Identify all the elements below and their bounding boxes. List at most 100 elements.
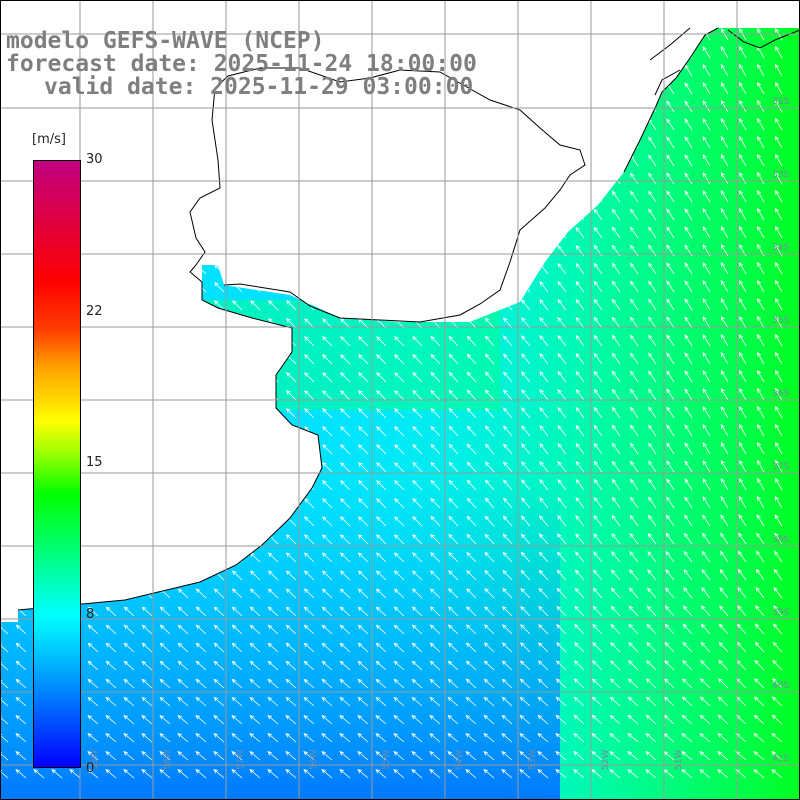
wind-arrow xyxy=(609,733,621,743)
wind-arrow xyxy=(484,353,495,365)
wind-arrow xyxy=(720,226,729,239)
wind-arrow xyxy=(630,334,639,347)
wind-arrow xyxy=(15,769,27,779)
wind-arrow xyxy=(340,534,351,545)
wind-arrow xyxy=(16,426,27,437)
wind-arrow xyxy=(646,605,657,617)
wind-arrow xyxy=(646,623,657,635)
wind-arrow xyxy=(557,82,567,95)
wind-arrow xyxy=(539,389,549,401)
wind-arrow xyxy=(87,751,99,761)
wind-arrow xyxy=(195,678,207,689)
wind-arrow xyxy=(286,480,297,491)
wind-arrow xyxy=(142,462,153,473)
wind-arrow xyxy=(0,372,9,383)
wind-arrow xyxy=(648,424,657,437)
wind-arrow xyxy=(231,678,243,689)
wind-arrow xyxy=(196,228,207,239)
wind-arrow xyxy=(375,769,387,779)
wind-arrow xyxy=(160,390,171,401)
wind-arrow xyxy=(775,261,783,275)
wind-arrow xyxy=(232,354,243,365)
wind-arrow xyxy=(521,191,531,203)
wind-arrow xyxy=(177,769,189,779)
wind-arrow xyxy=(304,210,315,221)
wind-arrow xyxy=(142,246,153,257)
wind-arrow xyxy=(484,497,495,509)
wind-arrow xyxy=(213,642,225,653)
wind-arrow xyxy=(720,64,729,77)
wind-arrow xyxy=(285,733,297,743)
wind-arrow xyxy=(503,29,513,41)
wind-arrow xyxy=(196,390,207,401)
wind-arrow xyxy=(0,498,9,509)
wind-arrow xyxy=(739,190,747,203)
wind-arrow xyxy=(557,190,567,203)
wind-arrow xyxy=(250,210,261,221)
wind-arrow xyxy=(521,461,531,473)
wind-arrow xyxy=(393,715,405,725)
wind-arrow xyxy=(593,442,603,455)
wind-arrow xyxy=(340,426,351,437)
wind-arrow xyxy=(739,100,747,113)
wind-arrow xyxy=(88,480,99,491)
wind-arrow xyxy=(573,733,585,743)
wind-arrow xyxy=(411,733,423,743)
wind-arrow xyxy=(411,606,423,617)
wind-arrow xyxy=(141,696,153,707)
wind-arrow xyxy=(519,733,531,743)
wind-arrow xyxy=(106,462,117,473)
wind-arrow xyxy=(322,408,333,419)
wind-arrow xyxy=(775,45,783,59)
wind-arrow xyxy=(214,516,225,527)
wind-arrow xyxy=(88,174,99,185)
wind-arrow xyxy=(574,660,585,671)
wind-arrow xyxy=(285,570,297,581)
wind-arrow xyxy=(738,532,747,545)
wind-arrow xyxy=(142,534,153,545)
wind-arrow xyxy=(16,444,27,455)
wind-arrow xyxy=(321,552,333,563)
wind-arrow xyxy=(88,516,99,527)
wind-arrow xyxy=(757,261,765,275)
wind-arrow xyxy=(267,751,279,761)
wind-arrow xyxy=(430,281,441,293)
wind-arrow xyxy=(521,407,531,419)
wind-arrow xyxy=(124,300,135,311)
wind-arrow xyxy=(503,155,513,167)
wind-arrow xyxy=(483,733,495,743)
wind-arrow xyxy=(648,334,657,347)
wind-arrow xyxy=(664,623,675,635)
wind-arrow xyxy=(195,660,207,671)
wind-arrow xyxy=(141,715,153,725)
wind-arrow xyxy=(358,462,369,473)
wind-arrow xyxy=(664,660,675,671)
wind-arrow xyxy=(684,136,693,149)
wind-arrow xyxy=(700,660,711,671)
wind-arrow xyxy=(411,624,423,635)
wind-arrow xyxy=(195,570,207,581)
wind-arrow xyxy=(358,246,369,257)
wind-arrow xyxy=(610,642,621,653)
wind-arrow xyxy=(448,461,459,473)
wind-arrow xyxy=(376,534,387,545)
wind-arrow xyxy=(0,480,9,491)
wind-arrow xyxy=(648,82,657,95)
wind-arrow xyxy=(142,138,153,149)
wind-arrow xyxy=(684,118,693,131)
wind-arrow xyxy=(681,769,693,779)
wind-arrow xyxy=(322,192,333,203)
wind-arrow xyxy=(214,480,225,491)
wind-arrow xyxy=(214,408,225,419)
wind-arrow xyxy=(411,751,423,761)
wind-arrow xyxy=(702,154,711,167)
wind-arrow xyxy=(376,210,387,221)
wind-arrow xyxy=(15,588,27,599)
wind-arrow xyxy=(214,192,225,203)
wind-arrow xyxy=(447,678,459,689)
wind-arrow xyxy=(739,82,747,95)
wind-arrow xyxy=(430,534,441,545)
wind-arrow xyxy=(501,696,513,707)
wind-arrow xyxy=(376,354,387,365)
wind-arrow xyxy=(537,678,549,689)
